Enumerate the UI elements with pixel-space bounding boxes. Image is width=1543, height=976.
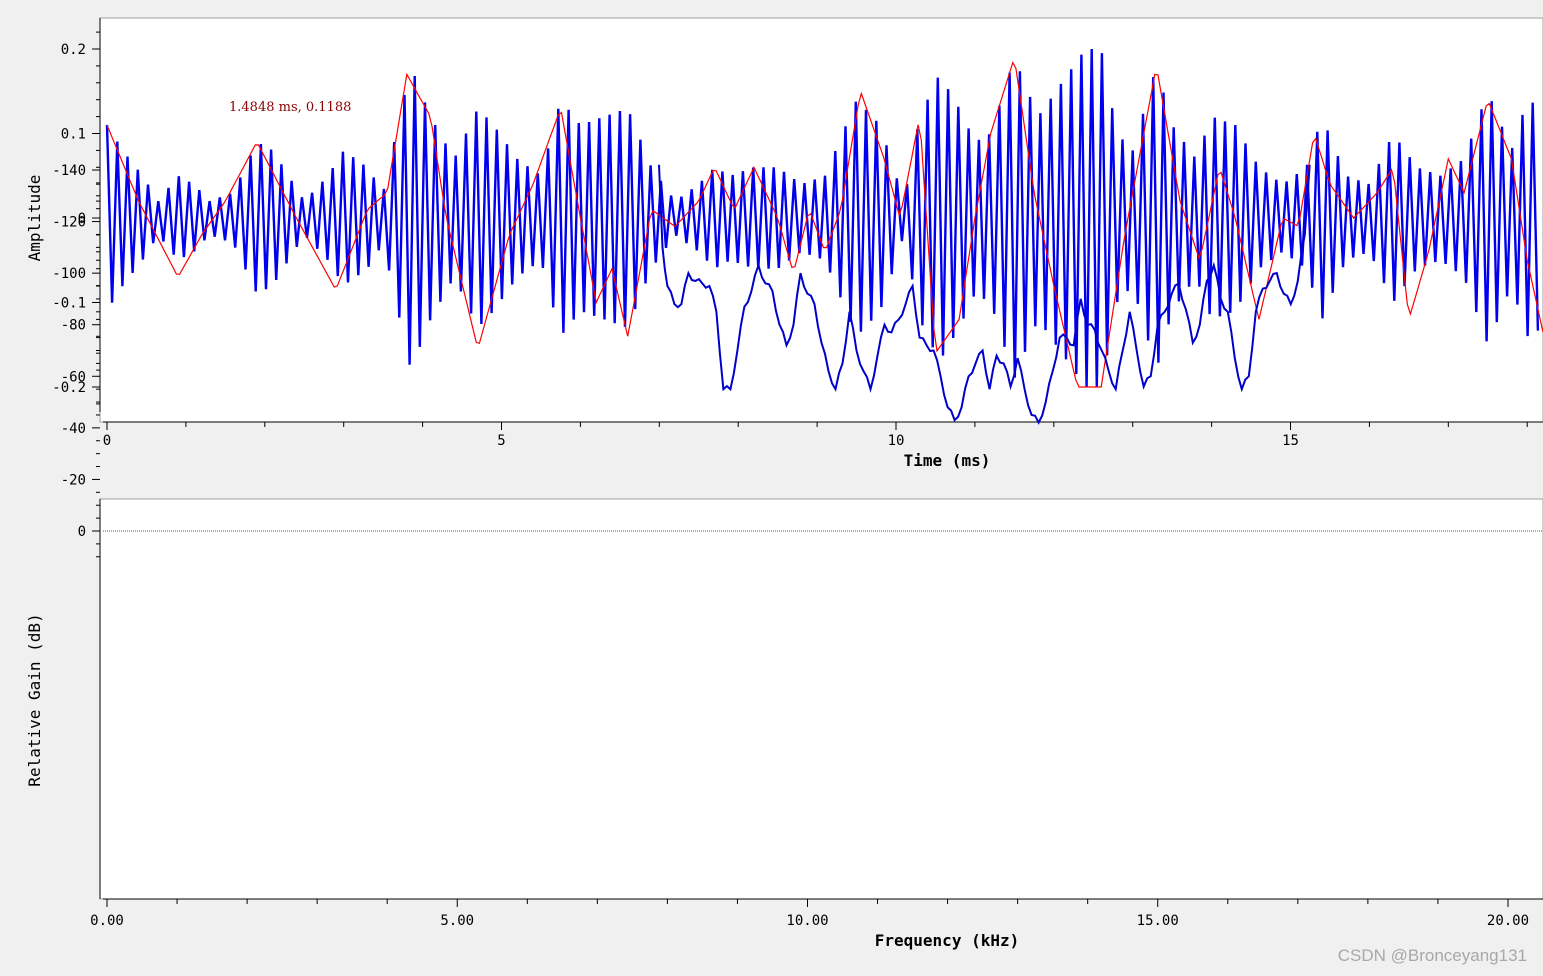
freq-x-tick-label: 5.00 (440, 913, 474, 929)
freq-y-tick-label: -60 (61, 369, 86, 385)
time-xlabel: Time (ms) (904, 451, 991, 470)
freq-y-tick-label: -100 (52, 266, 86, 282)
freq-x-tick-label: 10.00 (786, 913, 828, 929)
freq-y-tick-label: -80 (61, 318, 86, 334)
freq-x-tick-label: 0.00 (90, 913, 124, 929)
freq-y-tick-label: -120 (52, 215, 86, 231)
spectrum-plot-area[interactable] (99, 498, 1543, 900)
freq-ylabel: Relative Gain (dB) (25, 613, 44, 786)
freq-x-tick-label: 20.00 (1487, 913, 1529, 929)
freq-y-tick-label: -140 (52, 163, 86, 179)
freq-xlabel: Frequency (kHz) (875, 931, 1020, 950)
watermark: CSDN @Bronceyang131 (1337, 946, 1527, 965)
time-y-tick-label: -0.2 (52, 380, 86, 396)
frequency-spectrum-plot: 0 -20 -40 -60 -80 -100 -120 -140 0.00 5.00 10.00 15… (52, 163, 1543, 929)
freq-y-tick-label: -20 (61, 472, 86, 488)
time-y-tick-label: 0 (78, 211, 86, 227)
time-x-tick-label: 15 (1282, 433, 1299, 449)
cursor-readout: 1.4848 ms, 0.1188 (229, 100, 351, 115)
time-x-tick-label: 5 (497, 433, 505, 449)
time-x-tick-label: 0 (103, 433, 111, 449)
time-ylabel: Amplitude (25, 175, 44, 262)
time-y-tick-label: -0.1 (52, 296, 86, 312)
spectrum-line (658, 164, 1311, 425)
freq-y-tick-label: -40 (61, 421, 86, 437)
freq-y-tick-label: 0 (78, 524, 86, 540)
freq-x-tick-label: 15.00 (1137, 913, 1179, 929)
time-envelope-line (106, 60, 1543, 388)
time-domain-plot: 0.2 0.1 0 -0.1 -0.2 0 5 10 15 (52, 18, 1543, 449)
time-y-tick-label: 0.2 (61, 42, 86, 58)
time-y-tick-label: 0.1 (61, 127, 86, 143)
time-x-tick-label: 10 (888, 433, 905, 449)
